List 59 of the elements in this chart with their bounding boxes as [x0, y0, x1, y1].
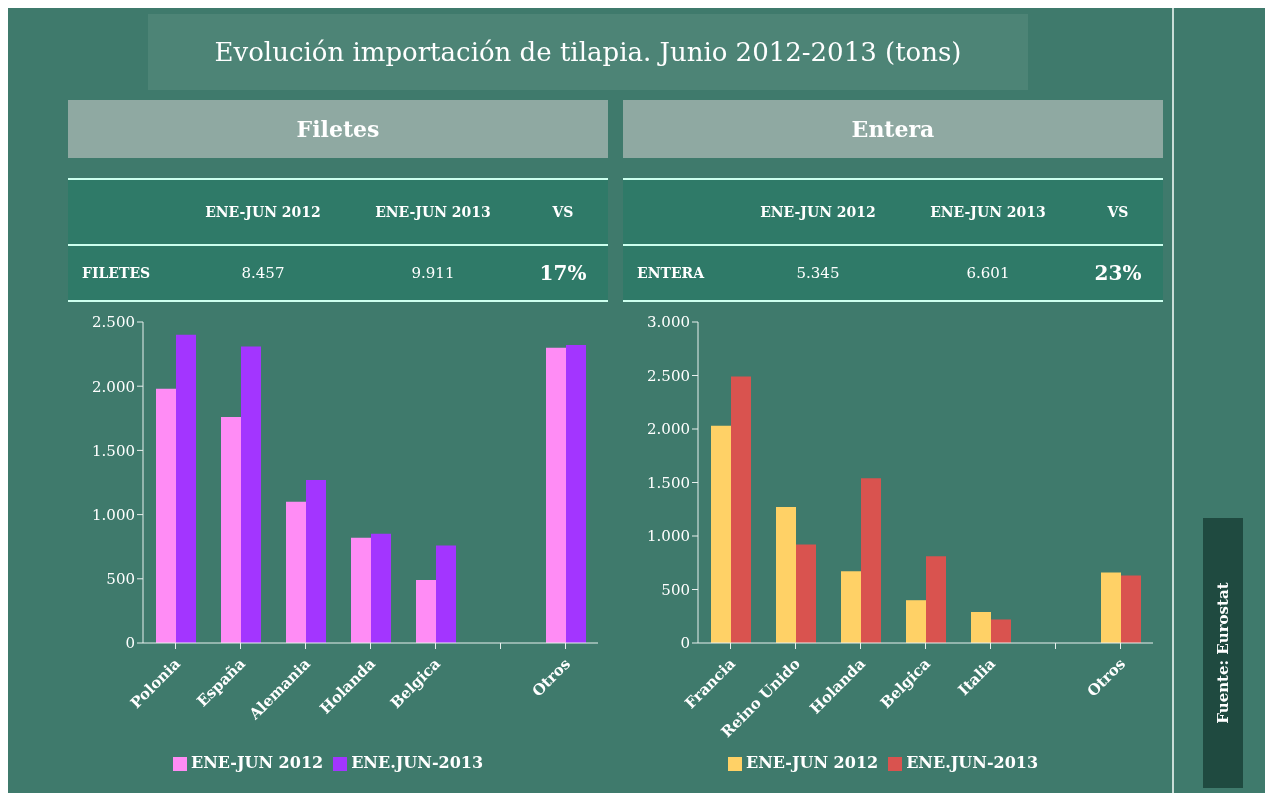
bar: [1121, 575, 1141, 643]
bar: [731, 376, 751, 643]
bar: [566, 345, 586, 643]
text: FILETES: [81, 265, 152, 281]
bar: [906, 600, 926, 643]
text: ENE-JUN 2012: [759, 204, 877, 220]
text: VS: [1106, 204, 1130, 220]
bar: [776, 507, 796, 643]
text: 17%: [538, 261, 588, 285]
text: ENE-JUN 2012: [204, 204, 322, 220]
bar: [221, 417, 241, 643]
bar: [971, 611, 991, 643]
bar: [416, 580, 436, 643]
y-tick-label: 2.500: [647, 366, 690, 385]
text: 9.911: [410, 264, 456, 282]
bar: [176, 334, 196, 643]
bar: [841, 571, 861, 643]
legend-label: ENE-JUN 2012: [190, 753, 324, 772]
text: 8.457: [240, 264, 286, 282]
text: 6.601: [965, 264, 1011, 282]
legend-label: ENE.JUN-2013: [906, 753, 1039, 772]
text: VS: [551, 204, 575, 220]
y-tick-label: 0: [125, 634, 135, 653]
y-tick-label: 1.500: [647, 473, 690, 492]
bar: [991, 619, 1011, 643]
bar: [546, 347, 566, 643]
chart-title: Entera: [623, 100, 1163, 158]
bar: [1101, 572, 1121, 643]
y-tick-label: 0: [680, 634, 690, 653]
source-note: Fuente: Eurostat: [1214, 582, 1232, 724]
y-tick-label: 1.000: [92, 505, 135, 524]
bar: [436, 545, 456, 643]
bar: [351, 537, 371, 643]
bar: [306, 479, 326, 643]
y-tick-label: 1.500: [92, 441, 135, 460]
chart-title: Filetes: [68, 100, 608, 158]
y-tick-label: 500: [106, 570, 135, 589]
legend-label: ENE.JUN-2013: [351, 753, 484, 772]
text: ENE-JUN 2013: [929, 204, 1047, 220]
bar: [241, 346, 261, 643]
legend-label: ENE-JUN 2012: [745, 753, 879, 772]
y-tick-label: 2.500: [92, 313, 135, 332]
y-tick-label: 500: [661, 580, 690, 599]
bar: [861, 478, 881, 643]
y-tick-label: 2.000: [92, 377, 135, 396]
bar: [711, 425, 731, 643]
y-tick-label: 3.000: [647, 313, 690, 332]
text: ENE-JUN 2013: [374, 204, 492, 220]
y-tick-label: 1.000: [647, 527, 690, 546]
text: 23%: [1093, 261, 1143, 285]
bar: [926, 556, 946, 643]
text: Evolución importación de tilapia. Junio 2012-2013 (tons): [148, 14, 1028, 90]
text: 5.345: [795, 264, 841, 282]
bar: [156, 388, 176, 643]
text: ENTERA: [636, 265, 706, 281]
bar: [796, 544, 816, 643]
y-tick-label: 2.000: [647, 420, 690, 439]
bar: [371, 533, 391, 643]
bar: [286, 501, 306, 643]
